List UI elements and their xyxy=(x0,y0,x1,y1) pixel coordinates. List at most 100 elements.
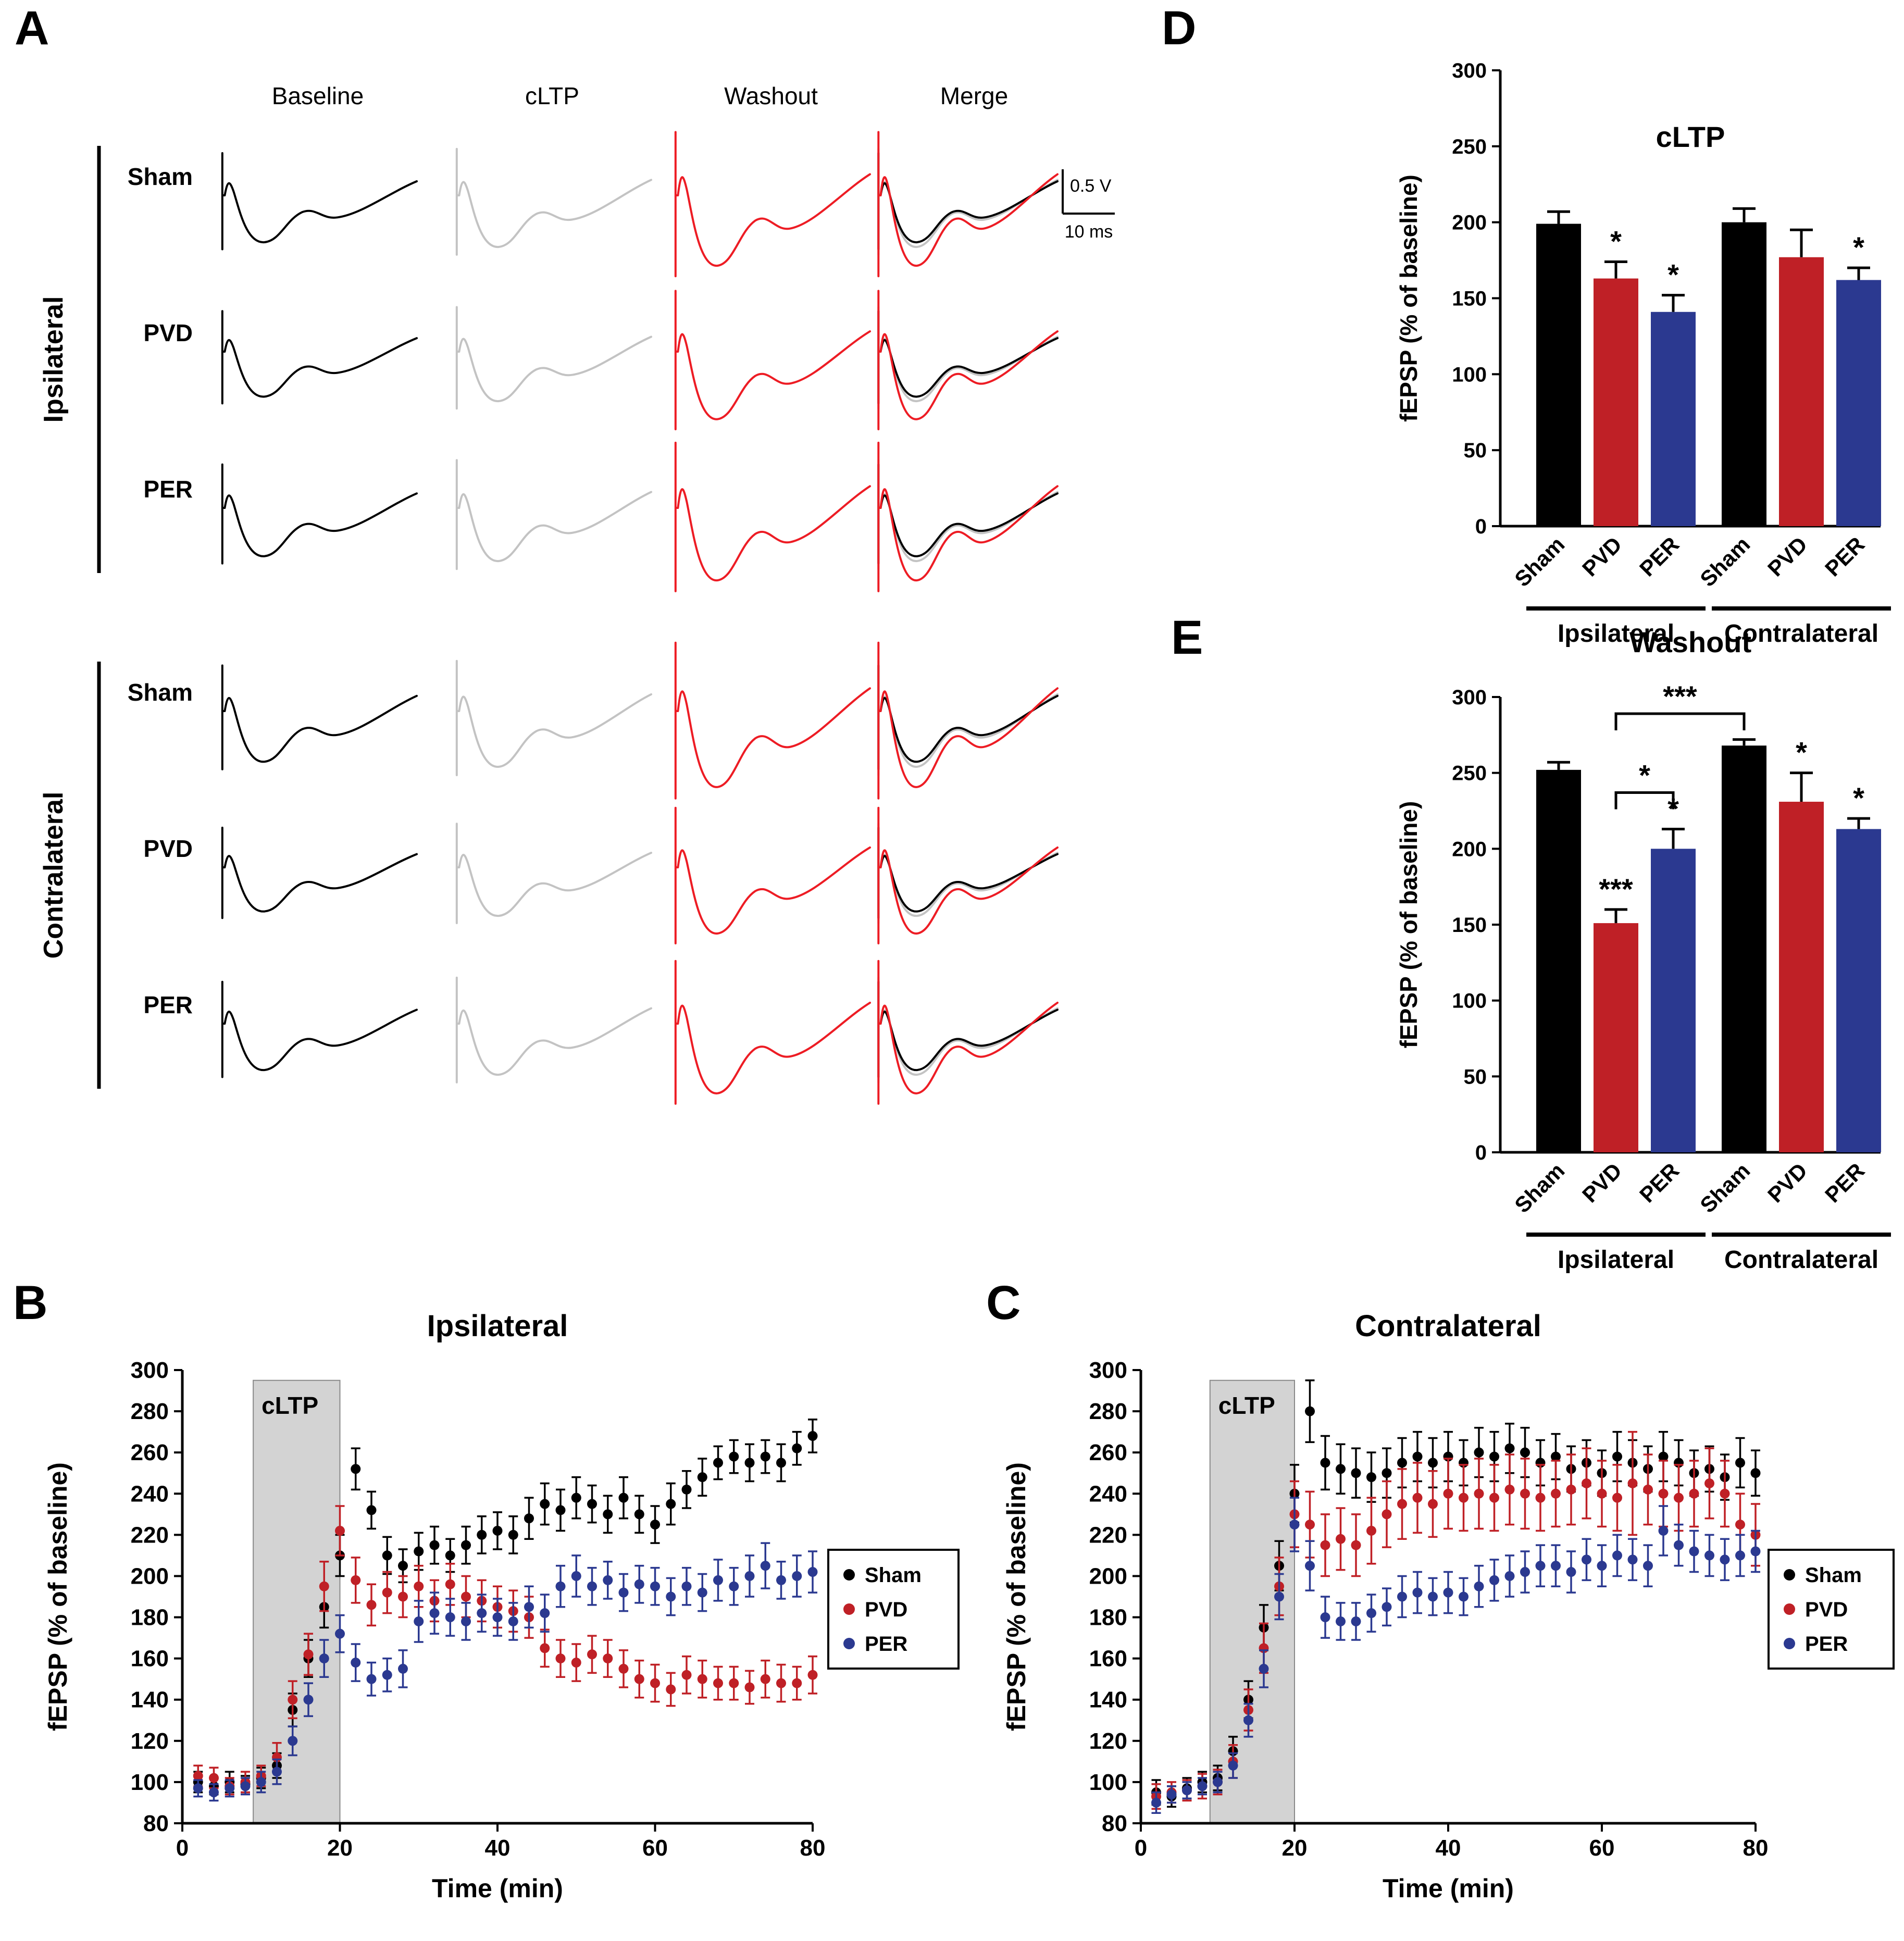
group-axis-label: Contralateral xyxy=(1724,1246,1878,1274)
panel-d-label: D xyxy=(1162,2,1197,55)
data-point xyxy=(1535,1561,1546,1571)
data-point xyxy=(1612,1451,1622,1462)
data-point xyxy=(1612,1550,1622,1561)
legend-label: PER xyxy=(865,1633,907,1656)
data-point xyxy=(1243,1715,1253,1725)
bar xyxy=(1779,257,1824,526)
data-point xyxy=(1489,1492,1499,1503)
data-point xyxy=(1535,1492,1546,1503)
fepsp-trace xyxy=(455,459,652,570)
bar xyxy=(1536,769,1581,1152)
y-tick-label: 160 xyxy=(1089,1646,1127,1672)
x-category-label: PER xyxy=(1635,1158,1684,1207)
fepsp-trace xyxy=(877,976,1059,1084)
data-point xyxy=(697,1472,707,1483)
fepsp-trace xyxy=(674,806,871,944)
fepsp-trace xyxy=(221,826,418,919)
data-point xyxy=(1397,1591,1407,1602)
x-tick-label: 0 xyxy=(176,1835,189,1861)
data-point xyxy=(414,1616,424,1626)
data-point xyxy=(760,1674,770,1684)
data-point xyxy=(1689,1546,1699,1557)
data-point xyxy=(1228,1760,1238,1771)
legend-label: PVD xyxy=(1805,1598,1848,1621)
fepsp-trace xyxy=(674,960,871,1105)
data-point xyxy=(1474,1581,1484,1591)
y-tick-label: 280 xyxy=(131,1399,169,1424)
data-point xyxy=(760,1561,770,1571)
data-point xyxy=(398,1561,408,1571)
legend-marker xyxy=(843,1603,855,1615)
chart-title: Ipsilateral xyxy=(427,1309,568,1343)
data-point xyxy=(1674,1540,1684,1550)
data-point xyxy=(429,1608,440,1619)
data-point xyxy=(1551,1561,1561,1571)
x-category-label: PVD xyxy=(1763,1158,1812,1207)
fepsp-trace xyxy=(455,147,652,256)
data-point xyxy=(1259,1663,1269,1674)
y-tick-label: 150 xyxy=(1452,914,1487,937)
data-point xyxy=(697,1674,707,1684)
fepsp-trace xyxy=(877,290,1059,430)
data-point xyxy=(351,1575,361,1585)
data-point xyxy=(1397,1458,1407,1468)
y-tick-label: 120 xyxy=(131,1728,169,1754)
bracket-stars: *** xyxy=(1663,680,1697,713)
fepsp-trace xyxy=(877,826,1059,919)
data-point xyxy=(744,1458,755,1468)
data-point xyxy=(1336,1464,1346,1474)
legend-label: PVD xyxy=(865,1598,907,1621)
significance-stars: * xyxy=(1853,781,1864,814)
data-point xyxy=(1474,1447,1484,1458)
y-tick-label: 160 xyxy=(131,1646,169,1672)
bar xyxy=(1836,280,1881,526)
fepsp-trace xyxy=(877,641,1059,800)
y-tick-label: 50 xyxy=(1464,439,1487,462)
data-point xyxy=(1750,1468,1761,1478)
data-point xyxy=(209,1787,219,1798)
y-tick-label: 80 xyxy=(143,1811,169,1836)
data-point xyxy=(1428,1591,1438,1602)
y-axis-label: fEPSP (% of baseline) xyxy=(1395,175,1422,422)
y-tick-label: 260 xyxy=(131,1440,169,1465)
data-point xyxy=(540,1643,550,1653)
data-point xyxy=(1582,1478,1591,1488)
data-point xyxy=(744,1682,755,1693)
data-point xyxy=(603,1653,613,1664)
data-point xyxy=(1627,1554,1638,1565)
data-point xyxy=(1459,1492,1469,1503)
data-point xyxy=(1643,1484,1653,1495)
data-point xyxy=(1704,1478,1714,1488)
data-point xyxy=(1627,1478,1638,1488)
y-tick-label: 150 xyxy=(1452,288,1487,310)
x-category-label: Sham xyxy=(1695,1158,1754,1217)
panel-c-label: C xyxy=(986,1276,1021,1329)
data-point xyxy=(288,1736,298,1746)
y-axis-label: fEPSP (% of baseline) xyxy=(1395,801,1422,1049)
data-point xyxy=(681,1581,692,1591)
data-point xyxy=(445,1612,455,1623)
fepsp-trace xyxy=(455,660,652,776)
fepsp-trace xyxy=(877,459,1059,570)
data-point xyxy=(366,1600,377,1610)
cltp-shade-region xyxy=(1209,1379,1295,1824)
x-category-label: PER xyxy=(1820,532,1869,581)
data-point xyxy=(1520,1488,1530,1499)
data-point xyxy=(776,1678,786,1688)
fepsp-trace xyxy=(455,306,652,410)
data-point xyxy=(1151,1797,1161,1808)
data-point xyxy=(1305,1406,1315,1416)
group-axis-label: Ipsilateral xyxy=(1558,620,1674,648)
data-point xyxy=(555,1653,566,1664)
significance-stars: * xyxy=(1853,231,1864,264)
trace-row-label: Sham xyxy=(128,679,193,706)
fepsp-trace xyxy=(221,980,418,1078)
data-point xyxy=(1351,1468,1361,1478)
data-point xyxy=(666,1684,676,1695)
data-point xyxy=(776,1575,786,1585)
data-point xyxy=(1520,1567,1530,1577)
data-point xyxy=(477,1608,487,1619)
data-point xyxy=(634,1674,644,1684)
data-point xyxy=(1566,1484,1576,1495)
data-point xyxy=(461,1540,471,1550)
